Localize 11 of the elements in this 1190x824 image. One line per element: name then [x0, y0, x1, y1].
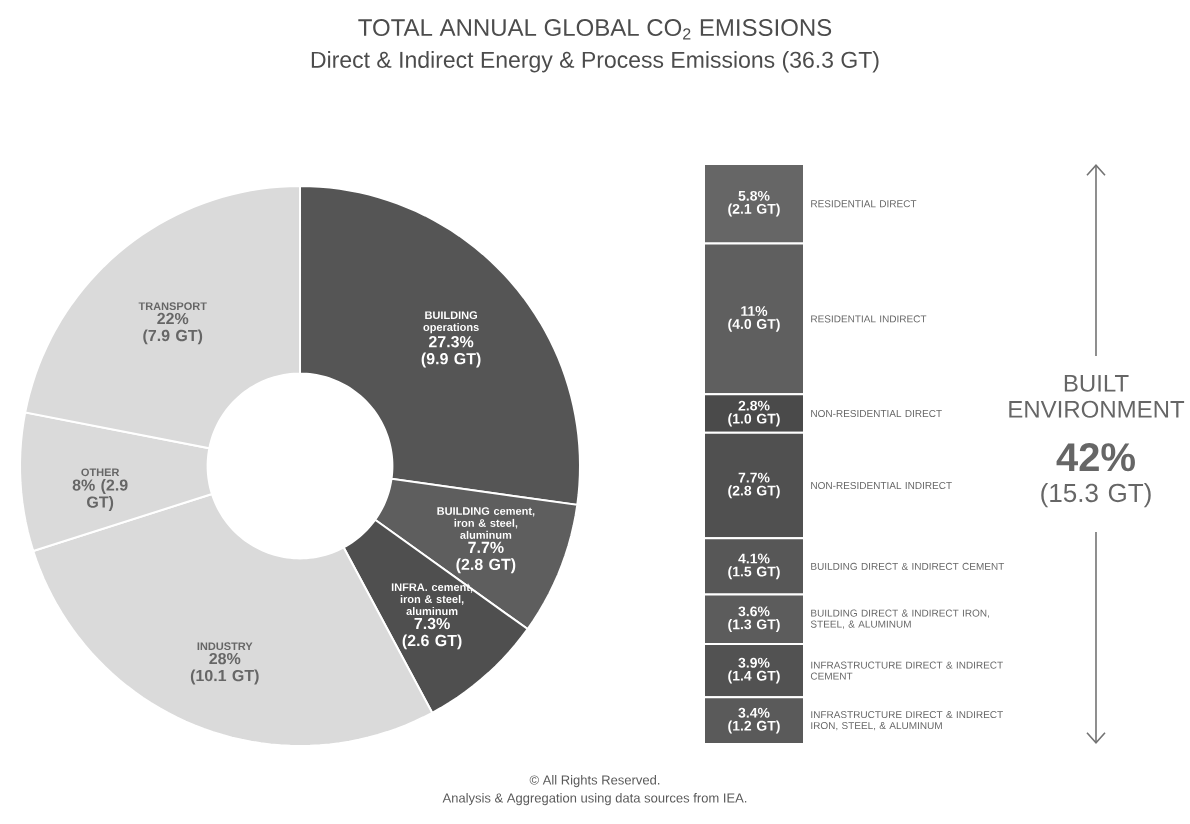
data-label: 7.7% (2.8 GT)	[456, 541, 516, 574]
data-label: 8% (2.9 GT)	[72, 478, 128, 511]
text: 42%	[1056, 443, 1135, 472]
data-label: 27.3% (9.9 GT)	[421, 336, 481, 368]
chart-title: TOTAL ANNUAL GLOBAL CO$_{2}$ EMISSIONS	[358, 19, 832, 40]
text: (15.3 GT)	[1041, 483, 1151, 508]
chart-subtitle: Direct & Indirect Energy & Process Emissions (36.3 GT)	[311, 51, 879, 73]
text: BUILT ENVIRONMENT	[1009, 375, 1185, 418]
data-label: 28% (10.1 GT)	[190, 652, 259, 685]
data-label: 22% (7.9 GT)	[143, 312, 203, 345]
data-label: 7.3% (2.6 GT)	[402, 617, 462, 650]
